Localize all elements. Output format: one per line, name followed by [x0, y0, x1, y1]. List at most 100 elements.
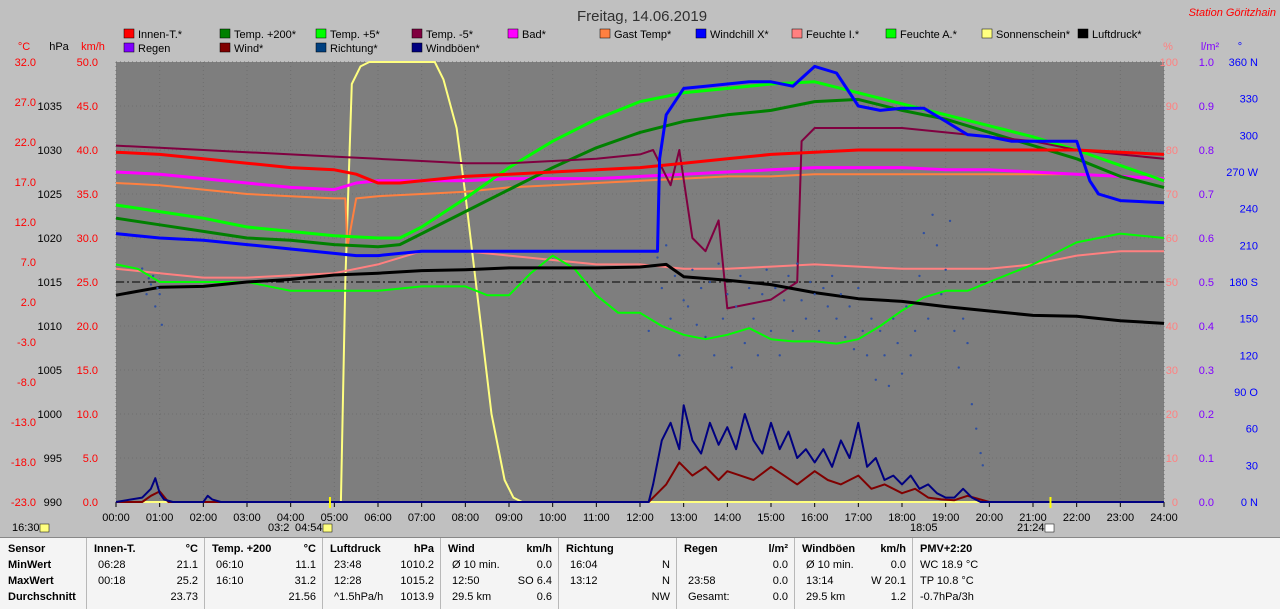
y-tick-label: 995 — [44, 453, 62, 465]
chart-title: Freitag, 14.06.2019 — [577, 8, 707, 25]
y-tick-label: 210 — [1240, 240, 1258, 252]
richtung-point — [935, 244, 939, 247]
cell-value: 0.0 — [772, 575, 788, 587]
y-tick-label: 50 — [1166, 277, 1178, 289]
legend-label: Temp. +5* — [330, 29, 381, 41]
y-tick-label: 0.3 — [1199, 365, 1214, 377]
richtung-point — [979, 451, 982, 455]
y-tick-label: 1025 — [38, 189, 62, 201]
richtung-point — [704, 335, 707, 339]
column-unit: km/h — [880, 543, 906, 555]
y-tick-label: 20.0 — [77, 321, 98, 333]
legend-label: Wind* — [234, 43, 264, 55]
richtung-point — [883, 354, 886, 357]
series-line — [115, 173, 1165, 248]
richtung-point — [747, 286, 751, 290]
richtung-point — [800, 299, 803, 302]
richtung-point — [865, 354, 869, 357]
legend-swatch — [695, 28, 707, 39]
axis-unit: ° — [1238, 41, 1242, 53]
cell-value: 21.1 — [176, 559, 198, 571]
y-tick-label: -18.0 — [11, 457, 36, 469]
richtung-point — [913, 329, 917, 333]
richtung-point — [739, 274, 742, 278]
y-tick-label: 50.0 — [77, 57, 98, 69]
richtung-point — [861, 329, 864, 333]
x-tick-label: 12:00 — [626, 512, 654, 524]
legend-swatch — [885, 28, 897, 39]
left-time: 16:30 — [12, 522, 40, 534]
richtung-point — [830, 274, 834, 278]
legend-swatch — [219, 28, 231, 39]
richtung-point — [145, 293, 148, 296]
y-tick-label: 1030 — [38, 145, 62, 157]
y-tick-label: 10 — [1166, 453, 1178, 465]
richtung-point — [804, 317, 808, 320]
x-tick-label: 06:00 — [364, 512, 392, 524]
richtung-point — [673, 274, 677, 278]
richtung-point — [870, 317, 873, 320]
richtung-point — [809, 280, 812, 284]
column-header: Luftdruck — [330, 543, 381, 555]
y-tick-label: 30 — [1246, 460, 1258, 472]
y-tick-label: 1.0 — [1199, 57, 1214, 69]
column-unit: °C — [185, 543, 198, 555]
pmv-value: -0.7hPa/3h — [920, 591, 974, 603]
column-header: Windböen — [802, 543, 856, 555]
column-header: Wind — [448, 543, 475, 555]
legend-swatch — [411, 42, 423, 53]
richtung-point — [822, 286, 825, 290]
series-line — [115, 148, 1165, 185]
pmv-column: PMV+2:20 WC 18.9 °C TP 10.8 °C -0.7hPa/3h — [912, 538, 1062, 609]
axis-unit: % — [1163, 41, 1173, 53]
cell-value: 0.0 — [772, 559, 788, 571]
cell-value: 1015.2 — [400, 575, 434, 587]
y-tick-label: 25.0 — [77, 277, 98, 289]
legend-label: Feuchte A.* — [900, 29, 958, 41]
richtung-point — [940, 293, 943, 296]
series-line — [116, 61, 1164, 503]
richtung-point — [708, 280, 712, 284]
x-tick-label: 13:00 — [670, 512, 698, 524]
richtung-point — [154, 305, 157, 308]
legend-swatch — [315, 42, 327, 53]
sunrise-time: 04:54 — [295, 522, 323, 534]
richtung-point — [887, 384, 891, 388]
y-tick-label: 0 — [1172, 497, 1178, 509]
cell-value: 0.0 — [890, 559, 906, 571]
y-tick-label: 180 S — [1229, 277, 1258, 289]
richtung-point — [957, 366, 960, 369]
y-tick-label: 45.0 — [77, 101, 98, 113]
series-line — [115, 97, 1165, 249]
axes: 00:00 01:00 02:00 03:00 04:00 05:00 06:00 07:00… — [11, 41, 1259, 524]
richtung-point — [774, 286, 777, 290]
y-tick-label: 60 — [1246, 424, 1258, 436]
y-tick-label: 0.9 — [1199, 101, 1214, 113]
cell-time: Gesamt: — [688, 591, 730, 603]
x-tick-label: 09:00 — [495, 512, 523, 524]
y-tick-label: 1035 — [38, 101, 62, 113]
richtung-point — [778, 354, 781, 357]
column-header: Innen-T. — [94, 543, 136, 555]
cell-time: Ø 10 min. — [452, 559, 500, 571]
x-tick-label: 02:00 — [190, 512, 218, 524]
legend-label: Innen-T.* — [138, 29, 183, 41]
column-unit: km/h — [526, 543, 552, 555]
cell-value: 0.6 — [536, 591, 552, 603]
y-tick-label: 40 — [1166, 321, 1178, 333]
richtung-point — [160, 323, 164, 326]
richtung-point — [826, 305, 829, 308]
y-tick-label: 100 — [1160, 57, 1178, 69]
cell-value: 31.2 — [294, 575, 316, 587]
legend-swatch — [1077, 28, 1089, 39]
richtung-point — [713, 354, 716, 357]
legend-label: Windchill X* — [710, 29, 769, 41]
richtung-point — [682, 299, 685, 302]
richtung-point — [948, 219, 952, 223]
richtung-point — [647, 329, 650, 333]
richtung-point — [151, 274, 155, 278]
richtung-point — [678, 354, 681, 357]
y-tick-label: 270 W — [1226, 167, 1258, 179]
y-tick-label: 80 — [1166, 145, 1178, 157]
richtung-column: Richtung 16:04 N 13:12 N NW — [558, 538, 677, 609]
